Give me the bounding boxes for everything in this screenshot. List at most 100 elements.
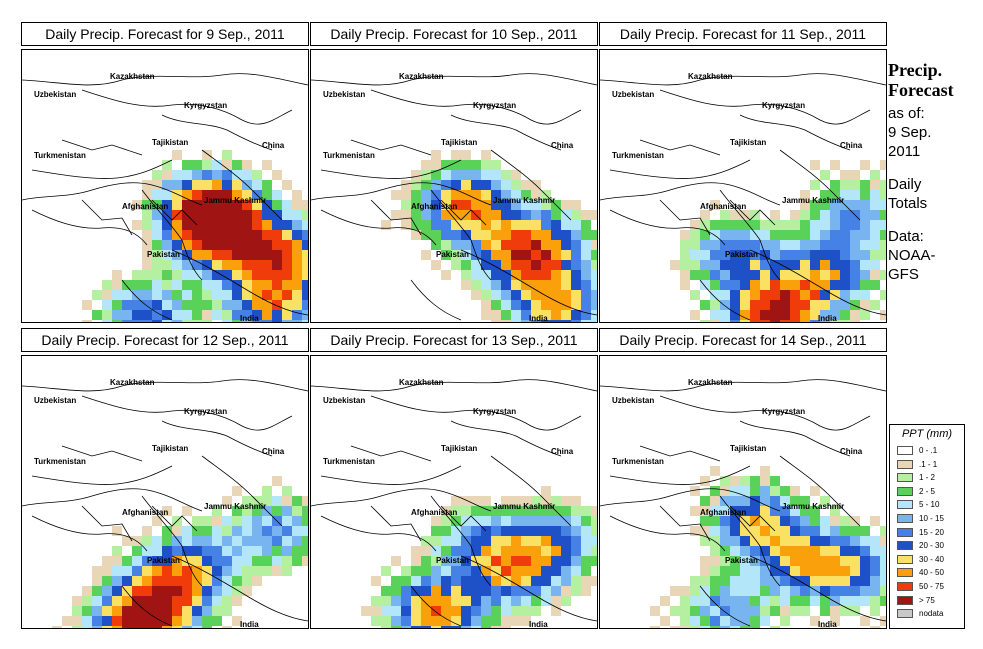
precip-cell — [860, 230, 870, 240]
precip-cell — [581, 290, 591, 300]
border-line — [201, 149, 283, 221]
precip-cell — [222, 576, 232, 586]
precip-cell — [760, 546, 770, 556]
legend-swatch — [897, 486, 913, 496]
precip-cell — [720, 300, 730, 310]
precip-cell — [262, 160, 272, 170]
precip-cell — [541, 220, 551, 230]
forecast-panel-2: Daily Precip. Forecast for 10 Sep., 2011… — [310, 22, 598, 323]
precip-cell — [700, 220, 710, 230]
precip-cell — [571, 260, 581, 270]
precip-cell — [142, 586, 152, 596]
precip-cell — [541, 260, 551, 270]
precip-cell — [521, 526, 531, 536]
precip-cell — [92, 616, 102, 626]
precip-cell — [182, 506, 192, 516]
legend-label: 20 - 30 — [919, 541, 944, 551]
precip-cell — [521, 200, 531, 210]
precip-cell — [132, 280, 142, 290]
legend-item: 5 - 10 — [897, 499, 959, 510]
precip-cell — [571, 526, 581, 536]
precip-cell — [760, 310, 770, 320]
precip-cell — [770, 536, 780, 546]
precip-cell — [292, 300, 302, 310]
precip-cell — [870, 280, 880, 290]
precip-cell — [730, 280, 740, 290]
precip-cell — [790, 486, 800, 496]
border-line — [450, 420, 562, 457]
border-line — [410, 585, 462, 627]
precip-cell — [172, 200, 182, 210]
precip-cell — [810, 200, 820, 210]
precip-cell — [282, 536, 292, 546]
side-info: Precip. Forecast as of: 9 Sep. 2011 Dail… — [888, 60, 983, 284]
precip-cell — [511, 506, 521, 516]
precip-cell — [820, 270, 830, 280]
precip-cell — [471, 536, 481, 546]
border-line — [22, 182, 203, 206]
precip-cell — [172, 300, 182, 310]
precip-cell — [730, 310, 740, 320]
precip-cell — [491, 576, 501, 586]
map-label-china: China — [551, 447, 574, 456]
precip-cell — [880, 270, 886, 280]
precip-cell — [292, 536, 302, 546]
precip-cell — [471, 290, 481, 300]
precip-cell — [690, 626, 700, 628]
data-source: Data: NOAA- GFS — [888, 227, 983, 284]
precip-cell — [212, 556, 222, 566]
precip-cell — [740, 486, 750, 496]
forecast-panel-5: Daily Precip. Forecast for 13 Sep., 2011… — [310, 328, 598, 629]
precip-cell — [541, 290, 551, 300]
precip-cell — [870, 200, 880, 210]
map-label-kyrgyzstan: Kyrgyzstan — [762, 101, 806, 110]
precip-cell — [162, 310, 172, 320]
precip-cell — [710, 300, 720, 310]
precip-cell — [551, 280, 561, 290]
precip-cell — [192, 290, 202, 300]
precip-cell — [551, 516, 561, 526]
precip-cell — [491, 170, 501, 180]
precip-cell — [152, 260, 162, 270]
precip-cell — [162, 280, 172, 290]
precip-cell — [800, 230, 810, 240]
precip-cell — [501, 546, 511, 556]
precip-cell — [461, 260, 471, 270]
precip-cell — [92, 606, 102, 616]
border-line — [31, 209, 148, 246]
precip-cell — [202, 556, 212, 566]
precip-cell — [820, 300, 830, 310]
legend-item: .1 - 1 — [897, 459, 959, 470]
precip-cell — [760, 280, 770, 290]
precip-cell — [292, 320, 302, 322]
legend-swatch — [897, 459, 913, 469]
precip-cell — [212, 180, 222, 190]
precip-cell — [471, 506, 481, 516]
precip-cell — [202, 566, 212, 576]
precip-cell — [710, 466, 720, 476]
precip-cell — [790, 270, 800, 280]
precip-cell — [860, 310, 870, 320]
precip-cell — [820, 516, 830, 526]
precip-cell — [142, 536, 152, 546]
precip-cell — [451, 200, 461, 210]
precip-cell — [441, 270, 451, 280]
precip-cell — [880, 180, 886, 190]
precip-cell — [720, 270, 730, 280]
precip-cell — [381, 616, 391, 626]
legend-item: 50 - 75 — [897, 581, 959, 592]
precip-cell — [272, 310, 282, 320]
precip-cell — [551, 290, 561, 300]
precip-cell — [172, 596, 182, 606]
precip-cell — [700, 270, 710, 280]
precip-cell — [272, 280, 282, 290]
precip-cell — [820, 596, 830, 606]
legend-swatch — [897, 568, 913, 578]
precip-cell — [830, 300, 840, 310]
precip-cell — [571, 566, 581, 576]
precip-cell — [750, 486, 760, 496]
precip-cell — [212, 240, 222, 250]
precip-cell — [591, 526, 597, 536]
map-label-tajikistan: Tajikistan — [152, 444, 189, 453]
precip-cell — [780, 596, 790, 606]
